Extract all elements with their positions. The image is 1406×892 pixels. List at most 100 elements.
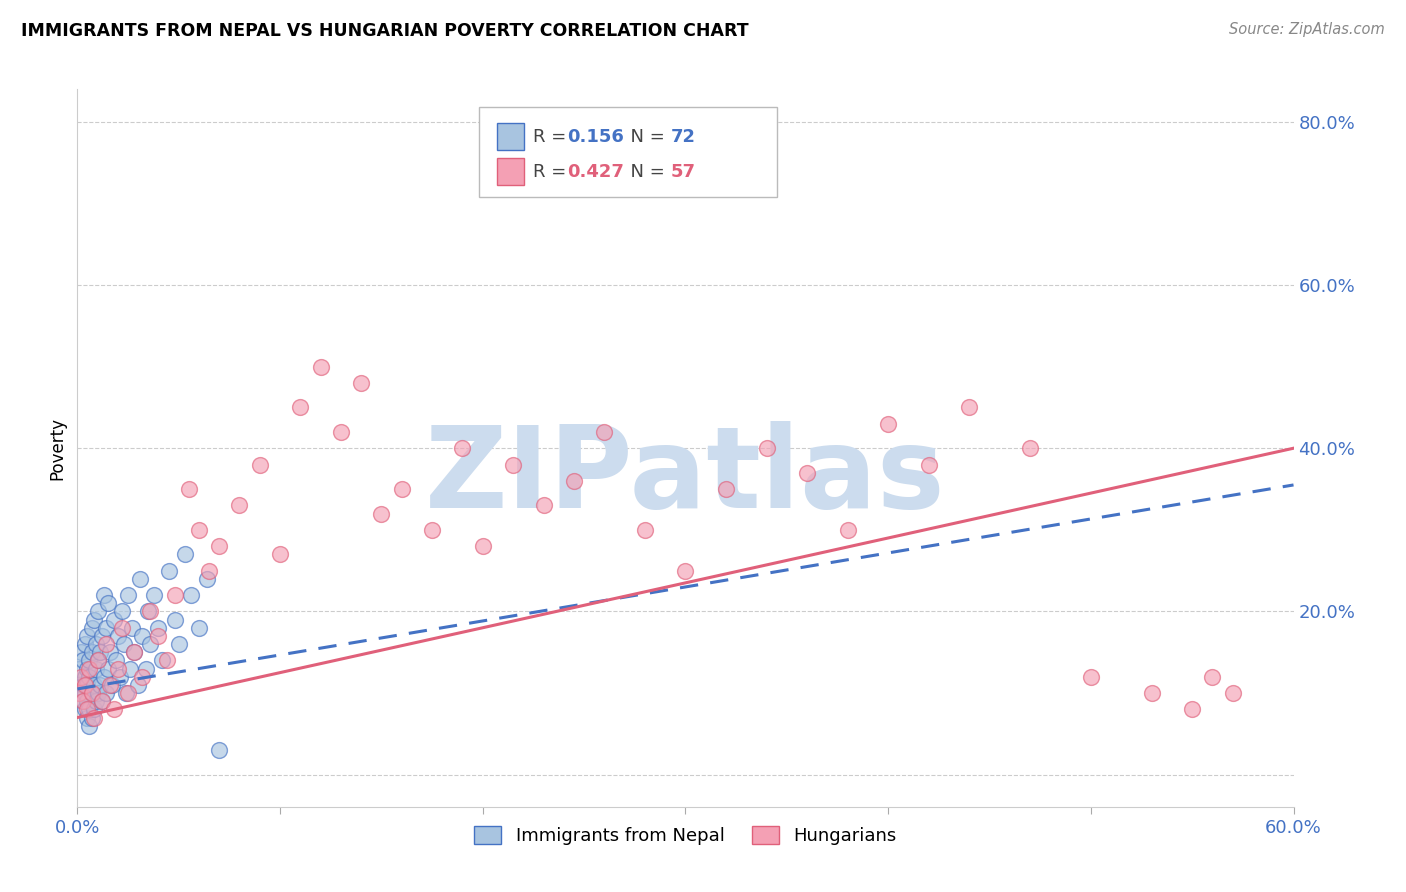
Point xyxy=(309,359,332,374)
Point xyxy=(329,425,352,439)
Point xyxy=(80,686,103,700)
Point xyxy=(84,637,107,651)
Point xyxy=(83,678,105,692)
Text: N =: N = xyxy=(619,128,671,145)
Point xyxy=(72,678,94,692)
Point xyxy=(76,702,98,716)
Point xyxy=(957,401,980,415)
Point xyxy=(195,572,218,586)
Point xyxy=(89,678,111,692)
Point xyxy=(1222,686,1244,700)
Text: 72: 72 xyxy=(671,128,696,145)
Point xyxy=(76,661,98,675)
Point xyxy=(796,466,818,480)
Point xyxy=(70,670,93,684)
FancyBboxPatch shape xyxy=(478,107,776,197)
Point xyxy=(90,694,112,708)
Text: 57: 57 xyxy=(671,162,696,181)
Point xyxy=(1019,441,1042,455)
Point xyxy=(188,523,211,537)
Point xyxy=(562,474,585,488)
Point xyxy=(173,547,195,561)
Point xyxy=(157,564,180,578)
Point xyxy=(76,710,98,724)
Point xyxy=(502,458,524,472)
Point xyxy=(79,702,101,716)
Point xyxy=(163,613,186,627)
Point xyxy=(94,686,117,700)
Point xyxy=(1181,702,1204,716)
Point xyxy=(152,653,174,667)
Point xyxy=(75,702,97,716)
Point xyxy=(918,458,941,472)
Point xyxy=(76,678,98,692)
Point xyxy=(148,629,170,643)
Point xyxy=(135,661,157,675)
Point xyxy=(675,564,697,578)
Text: IMMIGRANTS FROM NEPAL VS HUNGARIAN POVERTY CORRELATION CHART: IMMIGRANTS FROM NEPAL VS HUNGARIAN POVER… xyxy=(21,22,749,40)
Text: R =: R = xyxy=(533,128,572,145)
Point xyxy=(67,686,90,700)
Point xyxy=(86,653,108,667)
Point xyxy=(755,441,778,455)
Point xyxy=(533,499,555,513)
Point xyxy=(107,629,129,643)
Point xyxy=(208,539,231,553)
Point xyxy=(1080,670,1102,684)
Point xyxy=(208,743,231,757)
Point xyxy=(877,417,900,431)
Point xyxy=(70,686,93,700)
Point xyxy=(180,588,202,602)
Point xyxy=(94,621,117,635)
Point xyxy=(167,637,190,651)
Point xyxy=(76,694,98,708)
Point xyxy=(97,596,120,610)
Point xyxy=(75,678,97,692)
Point xyxy=(107,661,129,675)
Point xyxy=(111,621,134,635)
Point xyxy=(228,499,250,513)
Point xyxy=(188,621,211,635)
Point xyxy=(98,678,121,692)
Point xyxy=(163,588,186,602)
Point xyxy=(117,686,139,700)
Point xyxy=(84,694,107,708)
Point xyxy=(103,702,125,716)
Point xyxy=(83,613,105,627)
Bar xyxy=(496,158,523,186)
Point xyxy=(72,694,94,708)
Point xyxy=(104,653,127,667)
Text: 0.156: 0.156 xyxy=(568,128,624,145)
Point xyxy=(148,621,170,635)
Point xyxy=(90,629,112,643)
Point xyxy=(143,588,166,602)
Point xyxy=(90,694,112,708)
Point xyxy=(89,645,111,659)
Point xyxy=(155,653,177,667)
Point xyxy=(837,523,859,537)
Point xyxy=(86,604,108,618)
Point xyxy=(97,661,120,675)
Point xyxy=(80,710,103,724)
Point xyxy=(127,678,149,692)
Point xyxy=(112,637,135,651)
Point xyxy=(72,694,94,708)
Point xyxy=(70,645,93,659)
Y-axis label: Poverty: Poverty xyxy=(48,417,66,480)
Point xyxy=(122,645,145,659)
Point xyxy=(80,686,103,700)
Point xyxy=(1201,670,1223,684)
Point xyxy=(370,507,392,521)
Point xyxy=(118,661,141,675)
Point xyxy=(80,621,103,635)
Point xyxy=(79,670,101,684)
Point xyxy=(115,686,138,700)
Point xyxy=(198,564,221,578)
Point xyxy=(634,523,657,537)
Point xyxy=(451,441,474,455)
Point xyxy=(249,458,271,472)
Text: R =: R = xyxy=(533,162,572,181)
Point xyxy=(93,588,115,602)
Point xyxy=(129,572,152,586)
Point xyxy=(391,482,413,496)
